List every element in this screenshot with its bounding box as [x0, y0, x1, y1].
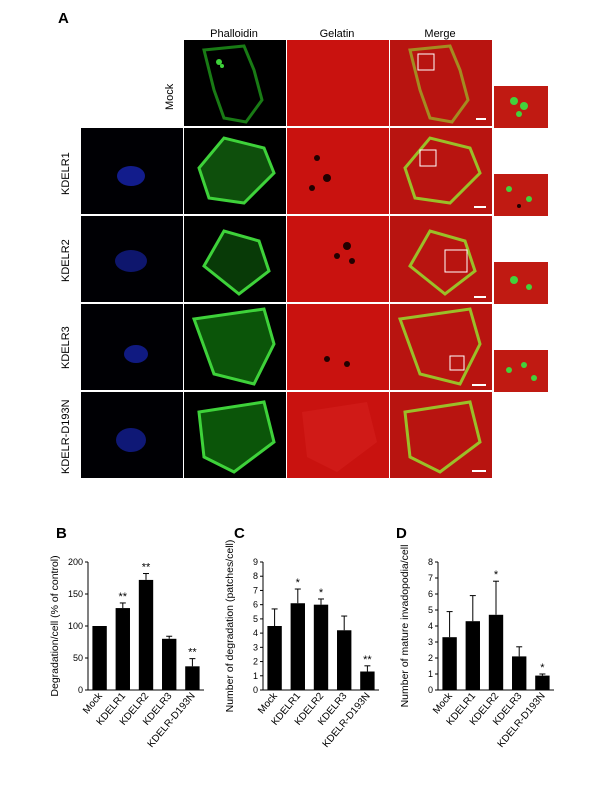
y-tick-label: 8 [253, 571, 258, 581]
bar [267, 626, 282, 690]
y-tick-label: 6 [253, 600, 258, 610]
y-tick-label: 0 [428, 685, 433, 695]
micrograph-kdelr1-phalloidin [184, 128, 286, 214]
significance-marker: * [494, 569, 499, 581]
zoom-inset-kdelr2 [494, 262, 548, 304]
y-tick-label: 0 [253, 685, 258, 695]
micrograph-mock-phalloidin [184, 40, 286, 126]
y-tick-label: 4 [253, 628, 258, 638]
column-header-gelatin: Gelatin [319, 28, 355, 40]
y-tick-label: 6 [428, 589, 433, 599]
y-tick-label: 5 [428, 605, 433, 615]
panel-c-letter: C [234, 525, 245, 542]
micrograph-kdelr1-merge [390, 128, 492, 214]
bar [442, 637, 457, 690]
y-tick-label: 200 [68, 557, 83, 567]
micrograph-kdelr2-phalloidin [184, 216, 286, 302]
y-tick-label: 3 [253, 642, 258, 652]
row-label-kdelr3: KDELR3 [60, 326, 72, 369]
panel-b-letter: B [56, 525, 67, 542]
bar [313, 604, 329, 690]
y-axis-title: Number of degradation (patches/cell) [224, 540, 236, 712]
micrograph-kdelr-d193n-gelatin [287, 392, 389, 478]
micrograph-kdelr3-merge [390, 304, 492, 390]
bar [290, 603, 305, 690]
row-label-kdelr1: KDELR1 [60, 152, 72, 195]
significance-marker: ** [188, 647, 197, 659]
row-label-kdelr2: KDELR2 [60, 239, 72, 282]
micrograph-kdelr-d193n-phalloidin [184, 392, 286, 478]
y-tick-label: 9 [253, 557, 258, 567]
row-label-mock: Mock [164, 83, 176, 110]
micrograph-kdelr2-merge [390, 216, 492, 302]
chart-degradation-percent: 0 50 100 150 200 Degradation/cell (% of contr… [49, 555, 204, 750]
y-tick-label: 150 [68, 589, 83, 599]
y-tick-label: 0 [78, 685, 83, 695]
panel-a-letter: A [58, 10, 69, 27]
bar [535, 675, 550, 690]
micrograph-kdelr3-gelatin [287, 304, 389, 390]
chart-degradation-patches: 0 1 2 3 4 5 6 7 8 9 Number of degradation (patches… [224, 540, 379, 750]
y-tick-label: 7 [428, 573, 433, 583]
y-tick-label: 8 [428, 557, 433, 567]
micrograph-kdelr3-dapi [81, 304, 183, 390]
bar [360, 671, 375, 690]
significance-marker: ** [119, 591, 128, 603]
micrograph-kdelr1-gelatin [287, 128, 389, 214]
bar [115, 608, 130, 690]
bar [185, 666, 200, 690]
zoom-inset-kdelr1 [494, 174, 548, 216]
column-header-merge: Merge [424, 28, 456, 40]
y-tick-label: 3 [428, 637, 433, 647]
micrograph-kdelr2-dapi [81, 216, 183, 302]
micrograph-kdelr-d193n-merge [390, 392, 492, 478]
y-tick-label: 7 [253, 585, 258, 595]
bar [512, 656, 527, 690]
chart-mature-invadopodia: 0 1 2 3 4 5 6 7 8 Number of mature invadopodia/ce… [399, 545, 554, 750]
y-tick-label: 50 [73, 653, 83, 663]
panel-d-letter: D [396, 525, 407, 542]
bar [337, 630, 352, 690]
micrograph-kdelr3-phalloidin [184, 304, 286, 390]
y-tick-label: 5 [253, 614, 258, 624]
micrograph-kdelr-d193n-dapi [81, 392, 183, 478]
micrograph-mock-merge [390, 40, 492, 126]
bar [162, 638, 177, 690]
y-tick-label: 2 [428, 653, 433, 663]
significance-marker: * [540, 662, 545, 674]
micrograph-kdelr2-gelatin [287, 216, 389, 302]
significance-marker: * [319, 587, 324, 599]
micrograph-mock-gelatin [287, 40, 389, 126]
bar [465, 621, 480, 690]
y-tick-label: 1 [428, 669, 433, 679]
y-axis-title: Degradation/cell (% of control) [49, 555, 61, 696]
significance-marker: * [296, 577, 301, 589]
bar [138, 579, 154, 690]
y-tick-label: 2 [253, 657, 258, 667]
bar [92, 626, 107, 690]
y-tick-label: 100 [68, 621, 83, 631]
zoom-inset-kdelr3 [494, 350, 548, 392]
y-tick-label: 1 [253, 671, 258, 681]
significance-marker: ** [363, 654, 372, 666]
column-header-phalloidin: Phalloidin [210, 28, 258, 40]
y-tick-label: 4 [428, 621, 433, 631]
bar [488, 614, 504, 690]
micrograph-kdelr1-dapi [81, 128, 183, 214]
y-axis-title: Number of mature invadopodia/cell [399, 545, 411, 708]
row-label-kdelr-d193n: KDELR-D193N [60, 399, 72, 474]
zoom-inset-mock [494, 86, 548, 128]
significance-marker: ** [142, 562, 151, 574]
